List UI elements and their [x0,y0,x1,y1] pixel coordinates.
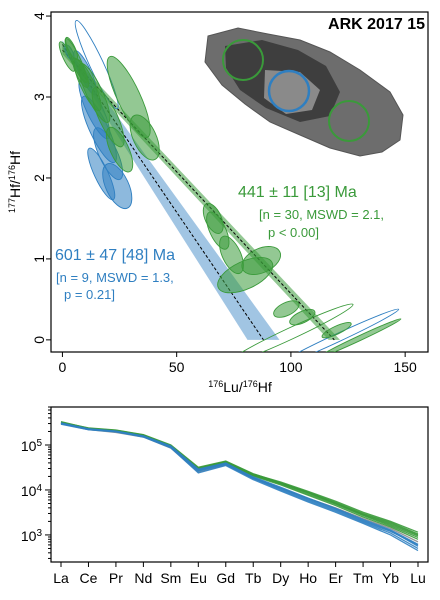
ree-y-tick-label: 105 [21,437,43,454]
y-axis-label-part2: Hf [7,151,23,165]
ree-y-tick-label: 104 [21,482,43,499]
ree-x-tick-label: Yb [382,570,399,586]
green-isochron-annotation: 441 ± 11 [13] Ma [n = 30, MSWD = 2.1, p … [238,184,384,240]
ree-x-tick-label: Ho [299,570,317,586]
isochron-plot-frame [50,11,429,353]
data-ellipse [58,41,76,72]
ree-x-tick-label: Tm [353,570,373,586]
blue-spot-marker [267,69,311,113]
ree-x-tick-label: Er [329,570,343,586]
ree-x-tick-label: Ce [80,570,98,586]
data-ellipse [289,308,316,326]
x-tick-label: 100 [279,359,303,375]
ree-x-tick-label: Eu [190,570,207,586]
y-axis-label-sup1: 177 [7,198,17,213]
data-ellipse [105,126,134,173]
ree-series-line [60,422,419,546]
y-axis-label-sup2: 176 [7,165,17,180]
y-axis-label-part1: Hf/ [7,180,23,198]
y-tick-label: 4 [31,12,47,20]
y-axis-label: 177Hf/176Hf [7,151,23,213]
ree-x-tick-label: Nd [134,570,152,586]
x-tick-label: 50 [169,359,185,375]
blue-age-label: 601 ± 47 [48] Ma [55,247,175,264]
green-stats-label: [n = 30, MSWD = 2.1, [259,207,384,222]
data-ellipse [74,20,119,110]
green-spot-marker [222,39,264,81]
ree-x-tick-label: Pr [109,570,123,586]
ree-series-line [60,422,419,545]
x-tick-label: 150 [393,359,417,375]
ree-x-tick-label: La [53,570,69,586]
y-tick-label: 2 [31,174,47,182]
chart-title: ARK 2017 15 [328,16,425,33]
x-tick-label: 0 [59,359,67,375]
green-spot-marker [328,100,370,142]
blue-stats-label: [n = 9, MSWD = 1.3, [56,270,174,285]
data-ellipse [228,303,354,352]
data-ellipse [129,114,160,161]
y-tick-label: 3 [31,93,47,101]
blue-p-label: p = 0.21] [64,287,115,302]
ree-x-tick-label: Tb [245,570,262,586]
data-ellipse [321,322,352,339]
green-age-label: 441 ± 11 [13] Ma [238,184,357,201]
ree-plot-frame [50,406,429,563]
x-axis-label: 176Lu/176Hf [208,379,272,395]
ree-axes: La Ce Pr Nd Sm Eu Gd Tb Dy Ho Er Tm Yb Lu 103 104 105 [21,406,426,586]
ree-x-tick-label: Sm [160,570,181,586]
isochron-plot-area [58,20,402,352]
x-axis-label-part1: Lu/ [223,379,243,395]
ree-series-line [60,423,419,552]
green-p-label: p < 0.00] [268,225,319,240]
data-ellipse [217,256,274,294]
ree-x-tick-label: Dy [272,570,289,586]
x-axis-label-part2: Hf [258,379,272,395]
y-tick-label: 1 [31,255,47,263]
x-axis-label-sup2: 176 [243,379,258,389]
ree-series-line [60,423,419,550]
data-ellipse [273,300,300,318]
blue-isochron-annotation: 601 ± 47 [48] Ma [n = 9, MSWD = 1.3, p =… [55,247,175,302]
data-ellipse [317,318,402,352]
x-axis-label-sup1: 176 [208,379,223,389]
ree-y-tick-label: 103 [21,527,43,544]
ree-x-tick-label: Lu [410,570,426,586]
y-tick-label: 0 [31,336,47,344]
ree-plot-area [60,421,419,552]
data-ellipse [87,147,116,201]
ree-series-line [60,422,419,547]
isochron-axes: 0 50 100 150 0 1 2 3 4 [31,12,417,375]
zircon-inset-image [204,27,404,157]
ree-x-tick-label: Gd [216,570,235,586]
